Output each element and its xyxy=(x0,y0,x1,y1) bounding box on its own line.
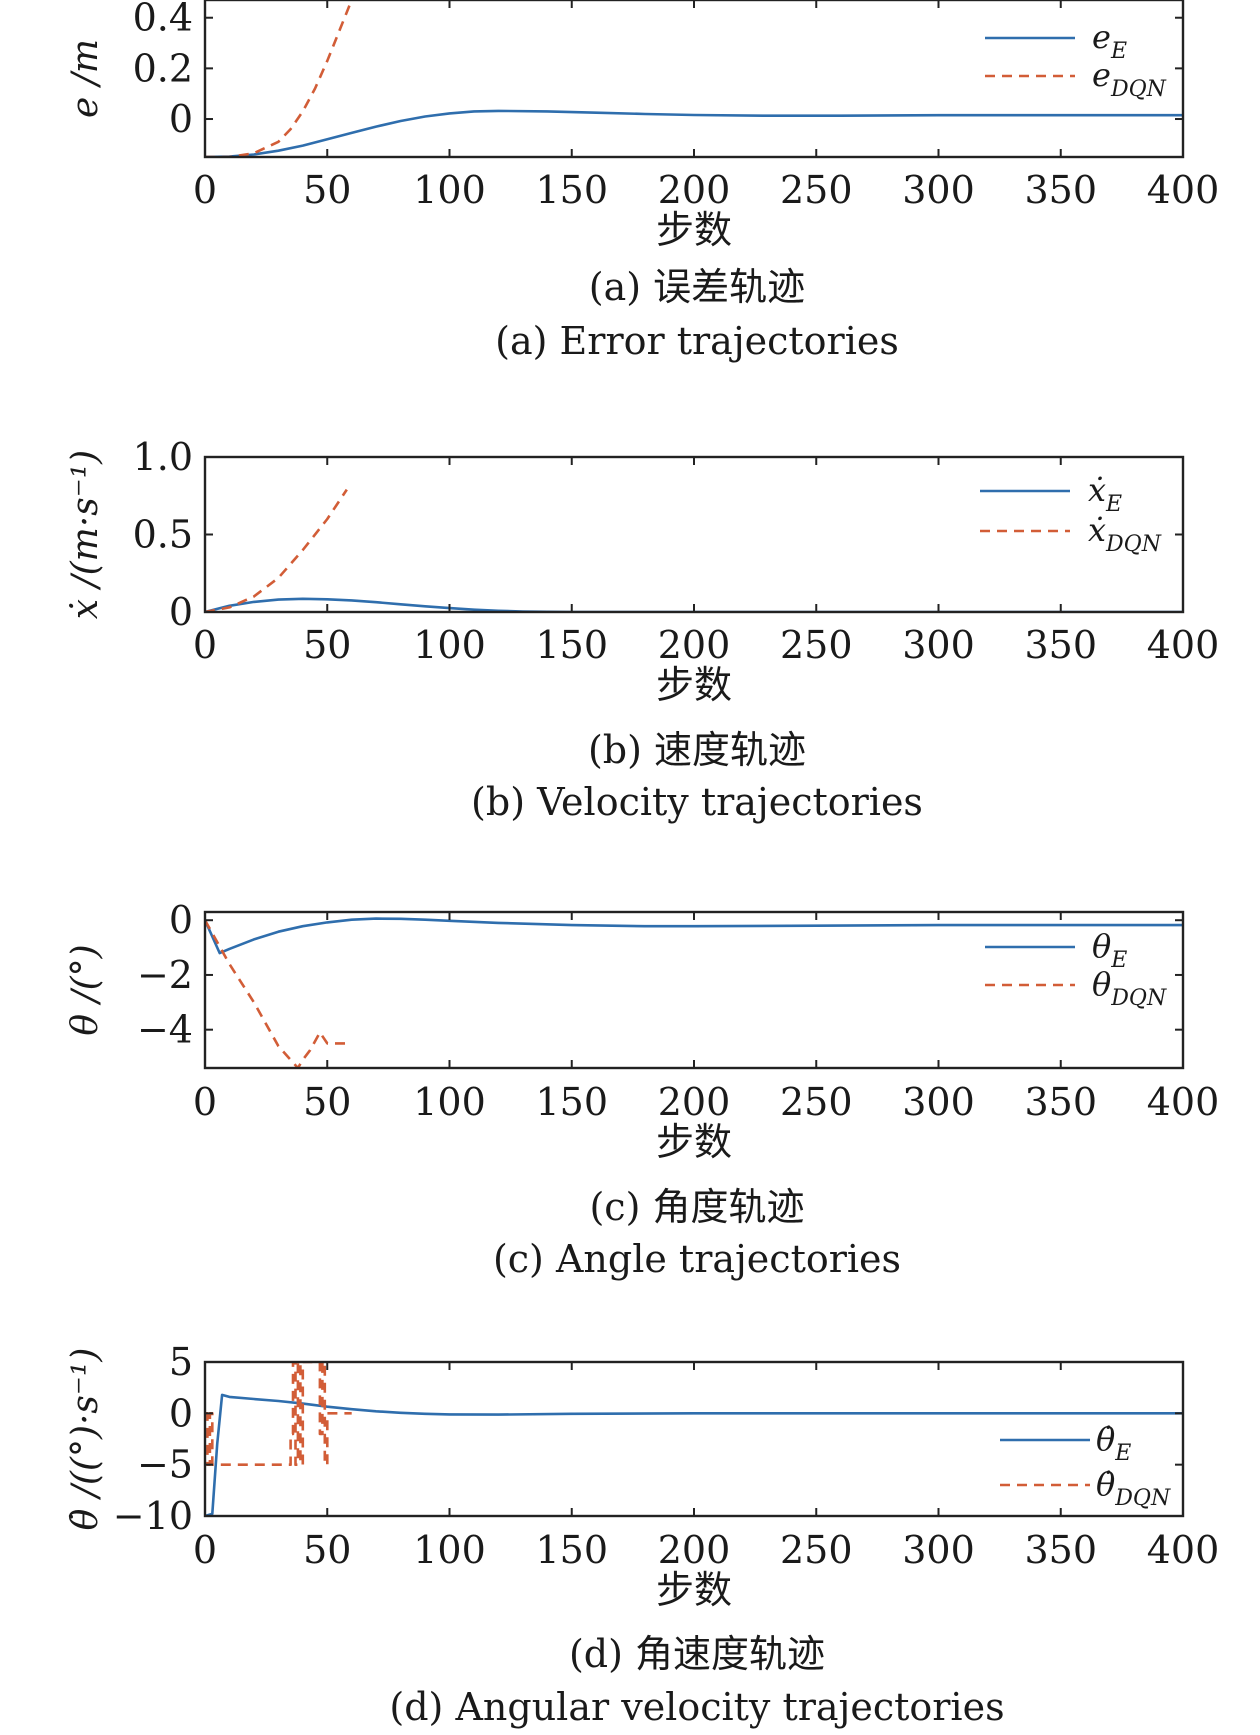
series-line-E xyxy=(205,1393,1183,1516)
x-tick-label: 100 xyxy=(413,1528,486,1572)
x-tick-label: 250 xyxy=(780,1528,853,1572)
x-axis-label: 步数 xyxy=(656,663,732,707)
x-tick-label: 200 xyxy=(658,1528,731,1572)
x-tick-label: 0 xyxy=(193,1528,217,1572)
x-tick-label: 400 xyxy=(1147,623,1220,667)
legend-label-DQN: eDQN xyxy=(1092,56,1167,102)
x-tick-label: 150 xyxy=(535,1080,608,1124)
plot-area xyxy=(205,0,1183,157)
panel-c: 0 50 100 150 200 250 300 350 400 −4 −2 0 θ /(°) 步数 (c)… xyxy=(65,898,1219,1281)
series-line-DQN xyxy=(205,919,352,1068)
x-tick-label: 100 xyxy=(413,623,486,667)
axes-frame xyxy=(203,455,1185,614)
caption-cn: (d) 角速度轨迹 xyxy=(569,1632,825,1676)
legend-label-DQN: θDQN xyxy=(1092,965,1167,1011)
x-tick-label: 0 xyxy=(193,623,217,667)
x-tick-label: 300 xyxy=(902,168,975,212)
x-tick-label: 200 xyxy=(658,1080,731,1124)
x-tick-label: 150 xyxy=(535,623,608,667)
x-tick-label: 400 xyxy=(1147,1080,1220,1124)
x-tick-label: 300 xyxy=(902,1080,975,1124)
legend-label-E: ẋE xyxy=(1088,471,1122,517)
y-tick-label: 1.0 xyxy=(133,435,193,479)
caption-cn: (c) 角度轨迹 xyxy=(589,1185,804,1229)
x-tick-label: 350 xyxy=(1024,623,1097,667)
y-axis-label: θ̇ /((°)·s⁻¹) xyxy=(65,1348,106,1531)
y-axis-label: θ /(°) xyxy=(65,944,106,1035)
y-tick-label: 0 xyxy=(169,1391,193,1435)
x-tick-label: 0 xyxy=(193,168,217,212)
series-line-DQN xyxy=(205,0,353,157)
y-tick-label: 5 xyxy=(169,1340,193,1384)
legend: θ̇Eθ̇DQN xyxy=(1000,1420,1171,1511)
y-tick-label: 0.4 xyxy=(133,0,193,40)
x-tick-label: 100 xyxy=(413,168,486,212)
x-tick-label: 300 xyxy=(902,1528,975,1572)
x-tick-label: 250 xyxy=(780,168,853,212)
y-axis-label: e /m xyxy=(65,39,106,118)
x-tick-label: 350 xyxy=(1024,1080,1097,1124)
y-tick-label: 0.2 xyxy=(133,46,193,90)
caption-en: (d) Angular velocity trajectories xyxy=(389,1685,1004,1729)
x-tick-label: 300 xyxy=(902,623,975,667)
x-tick-label: 50 xyxy=(303,168,351,212)
legend-label-E: eE xyxy=(1092,18,1127,64)
x-axis-label: 步数 xyxy=(656,1568,732,1612)
x-axis-label: 步数 xyxy=(656,208,732,252)
x-tick-label: 100 xyxy=(413,1080,486,1124)
series-line-DQN xyxy=(205,488,348,612)
y-tick-label: −5 xyxy=(137,1443,193,1487)
plot-area xyxy=(205,917,1183,1068)
caption-en: (c) Angle trajectories xyxy=(493,1237,901,1281)
y-tick-label: 0.5 xyxy=(133,513,193,557)
x-tick-label: 350 xyxy=(1024,1528,1097,1572)
x-tick-label: 0 xyxy=(193,1080,217,1124)
panel-b: 0 50 100 150 200 250 300 350 400 0 0.5 1.0 ẋ /(m·s⁻¹… xyxy=(65,435,1219,824)
x-tick-label: 50 xyxy=(303,1080,351,1124)
plot-area xyxy=(205,488,1183,612)
y-tick-label: −10 xyxy=(113,1494,193,1538)
y-axis-label: ẋ /(m·s⁻¹) xyxy=(65,450,106,619)
caption-en: (b) Velocity trajectories xyxy=(471,780,923,824)
panel-a: 0 50 100 150 200 250 300 350 400 0 0.2 0.4 e /m 步数 (a)… xyxy=(65,0,1219,363)
caption-cn: (b) 速度轨迹 xyxy=(588,728,806,772)
legend-label-E: θE xyxy=(1092,927,1127,973)
y-tick-label: −4 xyxy=(137,1008,193,1052)
caption-cn: (a) 误差轨迹 xyxy=(589,265,805,309)
x-axis-label: 步数 xyxy=(656,1120,732,1164)
x-tick-label: 250 xyxy=(780,623,853,667)
x-tick-label: 350 xyxy=(1024,168,1097,212)
caption-en: (a) Error trajectories xyxy=(495,319,899,363)
x-tick-label: 250 xyxy=(780,1080,853,1124)
x-tick-label: 400 xyxy=(1147,1528,1220,1572)
x-tick-label: 200 xyxy=(658,623,731,667)
y-tick-label: 0 xyxy=(169,97,193,141)
x-tick-label: 400 xyxy=(1147,168,1220,212)
y-tick-label: 0 xyxy=(169,590,193,634)
series-line-E xyxy=(205,917,1183,955)
x-tick-label: 200 xyxy=(658,168,731,212)
series-line-E xyxy=(205,109,1183,157)
legend-label-DQN: ẋDQN xyxy=(1088,511,1162,557)
y-tick-label: 0 xyxy=(169,898,193,942)
series-line-DQN xyxy=(205,1362,352,1466)
legend-label-E: θ̇E xyxy=(1096,1420,1131,1466)
legend-label-DQN: θ̇DQN xyxy=(1096,1465,1171,1511)
y-tick-label: −2 xyxy=(137,953,193,997)
axes-frame xyxy=(203,910,1185,1070)
x-tick-label: 50 xyxy=(303,623,351,667)
x-tick-label: 150 xyxy=(535,168,608,212)
x-tick-label: 150 xyxy=(535,1528,608,1572)
x-tick-label: 50 xyxy=(303,1528,351,1572)
